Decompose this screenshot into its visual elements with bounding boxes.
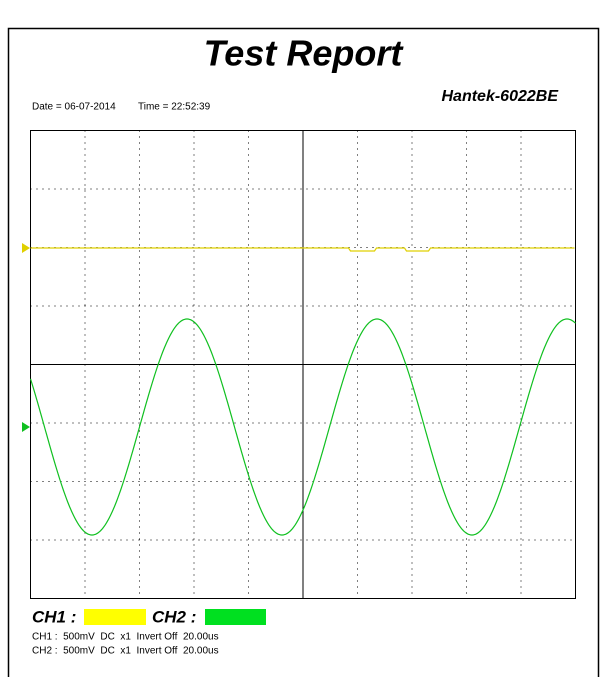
ch1-trace [30, 247, 575, 252]
model: Hantek-6022BE [442, 88, 560, 105]
ch1-swatch [84, 609, 146, 625]
ch2-swatch [205, 609, 266, 625]
date: Date = 06-07-2014 [32, 102, 116, 113]
ch1-marker [22, 243, 30, 253]
ch1-info: CH1 : 500mV DC x1 Invert Off 20.00us [32, 632, 219, 643]
frame [7, 27, 600, 682]
ch2-marker [22, 422, 30, 432]
ch2-legend: CH2 : [152, 607, 196, 626]
time: Time = 22:52:39 [138, 102, 211, 113]
ch2-trace [29, 318, 576, 536]
title: Test Report [204, 33, 405, 74]
scope-screen [22, 130, 576, 599]
ch2-info: CH2 : 500mV DC x1 Invert Off 20.00us [32, 646, 219, 657]
ch1-legend: CH1 : [32, 607, 76, 626]
